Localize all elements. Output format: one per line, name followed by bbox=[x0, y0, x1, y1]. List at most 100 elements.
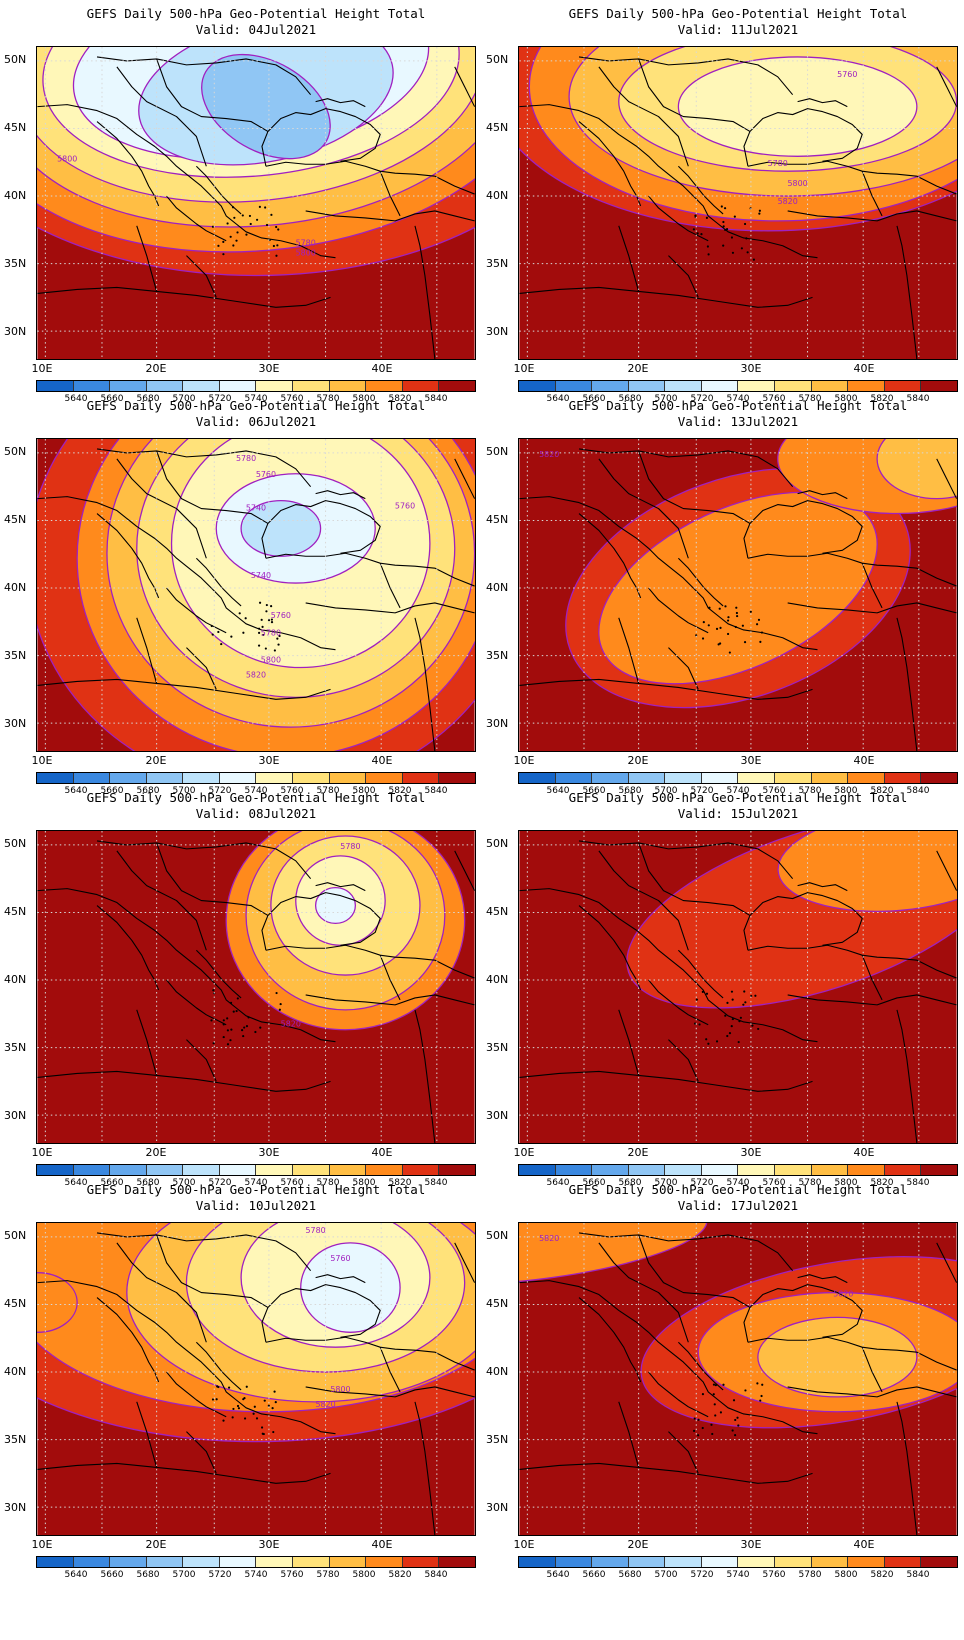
coastline bbox=[742, 1413, 818, 1435]
island bbox=[230, 635, 233, 638]
coastline bbox=[896, 1401, 918, 1535]
colorbar-swatch bbox=[293, 381, 330, 391]
colorbar-label: 5640 bbox=[64, 786, 88, 796]
island bbox=[734, 625, 737, 629]
coastline bbox=[260, 629, 336, 651]
lon-tick-label: 10E bbox=[31, 1146, 53, 1159]
colorbar-label: 5680 bbox=[618, 1178, 642, 1188]
island bbox=[273, 1390, 276, 1393]
island bbox=[702, 621, 705, 624]
coastline bbox=[578, 840, 794, 880]
lat-tick-label: 40N bbox=[486, 973, 509, 986]
island bbox=[715, 627, 719, 630]
lon-tick-label: 40E bbox=[853, 1146, 875, 1159]
lat-tick-label: 50N bbox=[4, 837, 27, 850]
lat-tick-label: 45N bbox=[4, 513, 27, 526]
island bbox=[743, 990, 746, 993]
coastline bbox=[896, 225, 918, 359]
island bbox=[695, 998, 698, 1001]
island bbox=[264, 206, 267, 209]
colorbar bbox=[36, 1556, 476, 1568]
island bbox=[261, 625, 264, 628]
colorbar-label: 5780 bbox=[316, 786, 340, 796]
colorbar-label: 5840 bbox=[906, 394, 930, 404]
island bbox=[244, 617, 247, 620]
coastline bbox=[743, 500, 863, 559]
island bbox=[720, 205, 723, 208]
colorbar-swatch bbox=[592, 381, 629, 391]
height-map: 5820 5820 bbox=[518, 1222, 958, 1536]
island bbox=[754, 994, 757, 997]
colorbar-label: 5660 bbox=[100, 786, 124, 796]
lon-tick-label: 20E bbox=[627, 1538, 649, 1551]
lat-tick-label: 45N bbox=[4, 905, 27, 918]
colorbar-swatch bbox=[256, 773, 294, 783]
colorbar-swatch bbox=[110, 1165, 147, 1175]
colorbar-label: 5780 bbox=[798, 1570, 822, 1580]
colorbar-swatch bbox=[329, 1557, 367, 1567]
colorbar-label: 5700 bbox=[172, 1178, 196, 1188]
coastline bbox=[648, 587, 709, 634]
coastline bbox=[261, 892, 381, 951]
colorbar-swatch bbox=[884, 773, 922, 783]
coastline bbox=[305, 602, 475, 614]
colorbar-swatch bbox=[921, 773, 957, 783]
coastline bbox=[598, 66, 689, 167]
island bbox=[270, 213, 273, 216]
island bbox=[236, 231, 239, 234]
lat-tick-label: 30N bbox=[486, 717, 509, 730]
map-svg: 5780 5820 bbox=[37, 831, 475, 1143]
lat-tick-label: 50N bbox=[486, 837, 509, 850]
island bbox=[257, 627, 261, 630]
colorbar-swatch bbox=[293, 1557, 330, 1567]
lon-tick-label: 10E bbox=[31, 754, 53, 767]
lon-tick-label: 10E bbox=[31, 1538, 53, 1551]
colorbar-swatch bbox=[183, 773, 220, 783]
coastline bbox=[936, 458, 957, 499]
island bbox=[749, 610, 752, 613]
coastline bbox=[936, 1242, 957, 1283]
coastline bbox=[260, 1413, 336, 1435]
colorbar bbox=[518, 380, 958, 392]
colorbar-swatch bbox=[555, 381, 593, 391]
island bbox=[265, 610, 268, 613]
island bbox=[701, 990, 704, 993]
map-svg: 5820 bbox=[519, 439, 957, 751]
colorbar-swatch bbox=[775, 773, 812, 783]
lat-tick-label: 40N bbox=[4, 1365, 27, 1378]
island bbox=[220, 642, 223, 646]
contour-label: 5820 bbox=[281, 1020, 301, 1029]
valid-date: Valid: 17Jul2021 bbox=[677, 1198, 799, 1213]
colorbar bbox=[36, 380, 476, 392]
island bbox=[267, 1404, 270, 1407]
colorbar-swatch bbox=[73, 1557, 111, 1567]
panel-title: GEFS Daily 500-hPa Geo-Potential Height … bbox=[568, 790, 908, 805]
colorbar-swatch bbox=[775, 1165, 812, 1175]
map-panel: GEFS Daily 500-hPa Geo-Potential Height … bbox=[482, 392, 964, 802]
lon-tick-label: 10E bbox=[513, 1538, 535, 1551]
island bbox=[733, 215, 736, 218]
colorbar-swatch bbox=[366, 773, 403, 783]
height-zone bbox=[300, 1242, 401, 1333]
colorbar-swatch bbox=[665, 1165, 702, 1175]
island bbox=[738, 1020, 741, 1023]
colorbar-label: 5720 bbox=[208, 1570, 232, 1580]
island bbox=[229, 1001, 233, 1004]
island bbox=[730, 236, 734, 239]
colorbar-label: 5820 bbox=[870, 394, 894, 404]
coastline bbox=[648, 979, 709, 1026]
lat-tick-label: 45N bbox=[4, 121, 27, 134]
island bbox=[233, 216, 236, 219]
colorbar-label: 5700 bbox=[172, 786, 196, 796]
colorbar-label: 5660 bbox=[582, 1570, 606, 1580]
colorbar-swatch bbox=[848, 1557, 885, 1567]
colorbar-swatch bbox=[628, 1557, 666, 1567]
island bbox=[724, 605, 727, 608]
colorbar-swatch bbox=[519, 1165, 556, 1175]
island bbox=[226, 1043, 230, 1046]
colorbar-label: 5740 bbox=[244, 1570, 268, 1580]
colorbar bbox=[518, 1556, 958, 1568]
island bbox=[759, 1399, 762, 1402]
colorbar-label: 5640 bbox=[546, 1570, 570, 1580]
lat-tick-label: 50N bbox=[486, 53, 509, 66]
